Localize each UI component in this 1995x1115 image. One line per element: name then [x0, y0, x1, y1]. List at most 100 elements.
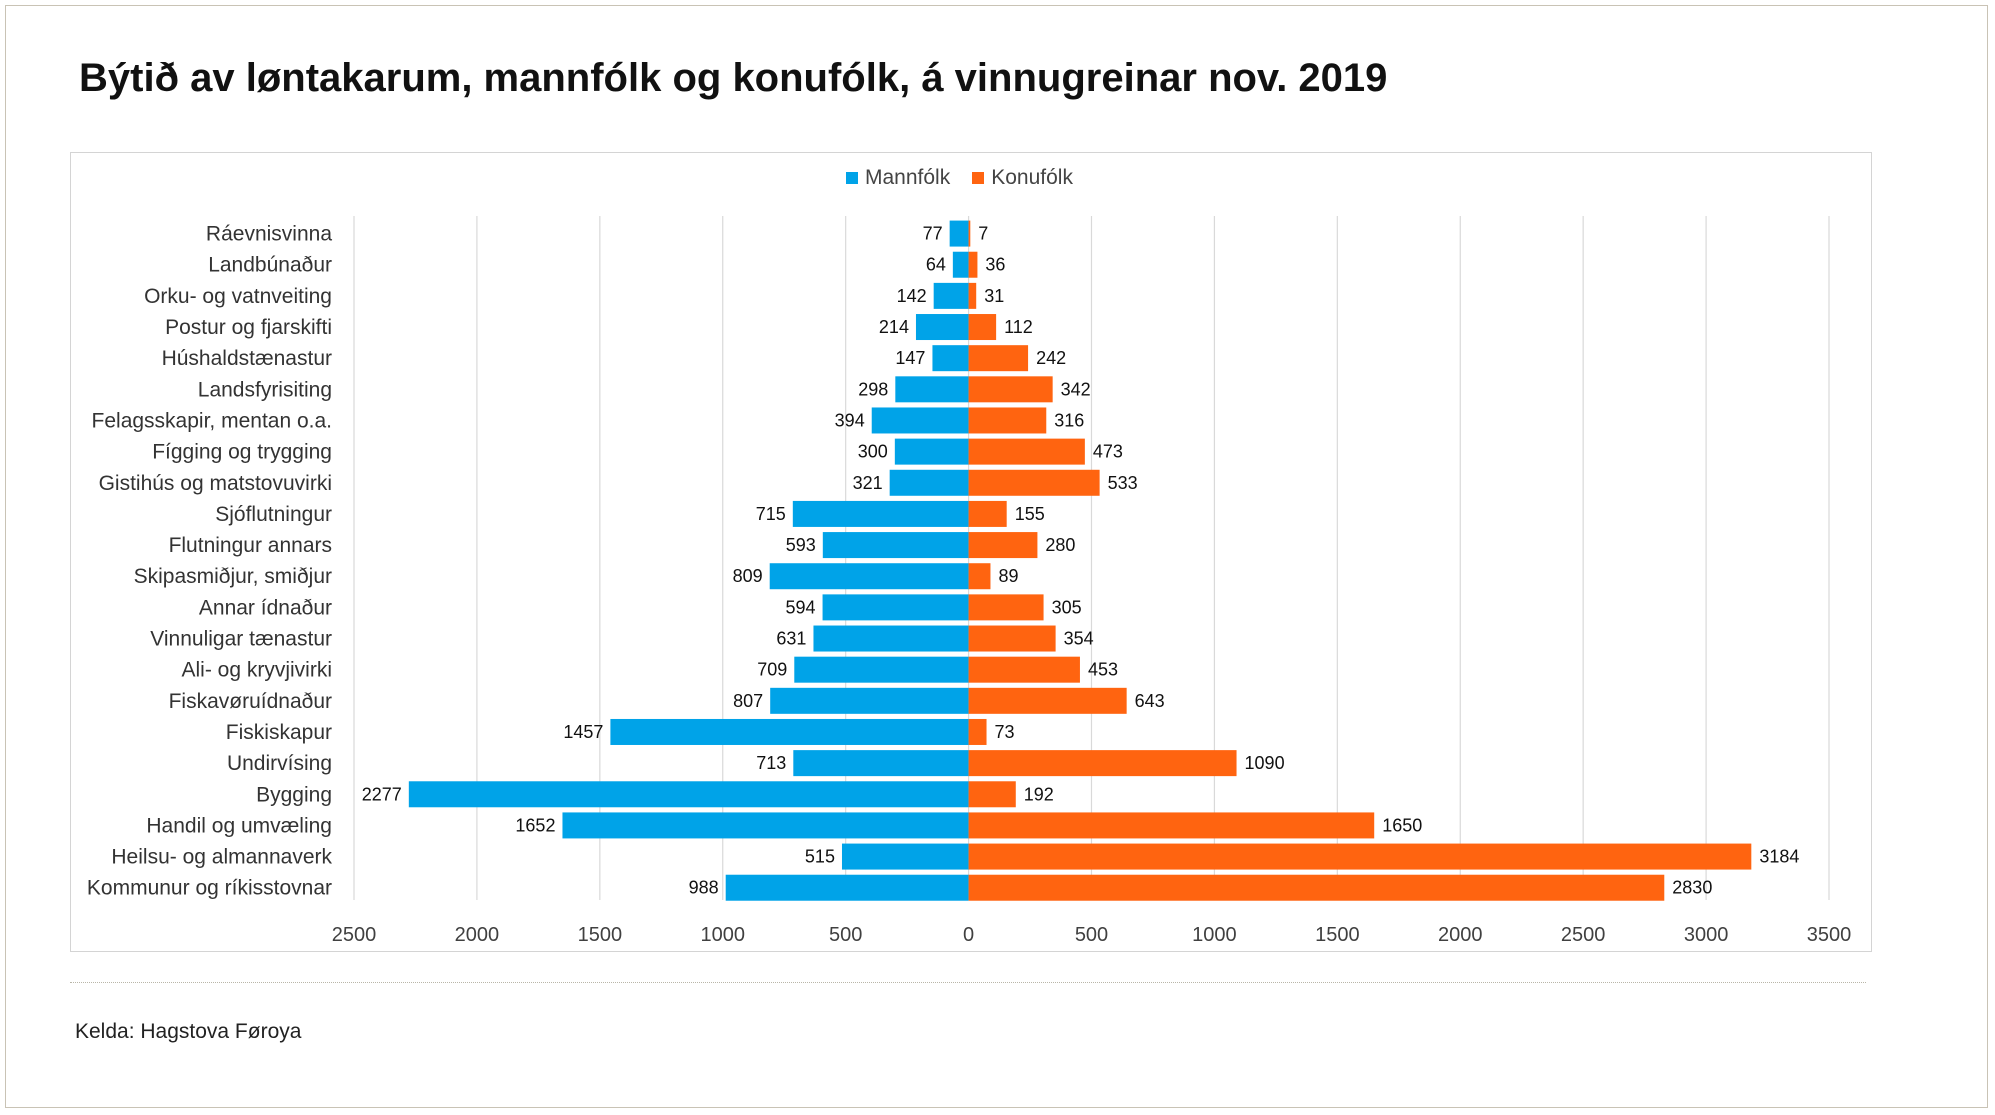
bar-female	[968, 251, 978, 278]
bar-female	[968, 314, 997, 341]
x-tick-label: 1000	[701, 924, 746, 946]
bar-male	[813, 625, 969, 652]
category-label: Felagsskapir, mentan o.a.	[92, 409, 332, 432]
data-label-female: 112	[1004, 317, 1033, 337]
data-label-male: 709	[757, 660, 787, 680]
bar-female	[968, 282, 977, 309]
data-label-female: 643	[1135, 691, 1165, 711]
category-label: Vinnuligar tænastur	[150, 628, 332, 651]
category-label: Ali- og kryvjivirki	[181, 659, 332, 682]
data-label-female: 36	[985, 255, 1005, 275]
data-label-female: 1090	[1245, 753, 1285, 773]
category-label: Handil og umvæling	[146, 814, 332, 837]
bar-male	[725, 874, 969, 901]
bar-female	[968, 687, 1127, 714]
bar-female	[968, 563, 991, 590]
category-label: Fígging og trygging	[152, 441, 332, 464]
data-label-female: 533	[1108, 473, 1138, 493]
category-label: Sjóflutningur	[215, 503, 332, 526]
category-label: Fiskavøruídnaður	[169, 690, 332, 713]
chart-title: Býtið av løntakarum, mannfólk og konufól…	[79, 56, 1388, 100]
data-label-male: 515	[805, 847, 835, 867]
x-tick-label: 3500	[1807, 924, 1852, 946]
legend-item-male: Mannfólk	[846, 166, 950, 190]
data-label-female: 280	[1045, 535, 1075, 555]
category-label: Heilsu- og almannaverk	[111, 846, 332, 869]
category-label: Bygging	[256, 783, 332, 806]
bar-female	[968, 874, 1665, 901]
x-tick-label: 3000	[1684, 924, 1729, 946]
category-label: Skipasmiðjur, smiðjur	[134, 565, 332, 588]
bar-female	[968, 625, 1056, 652]
legend-label-male: Mannfólk	[865, 166, 951, 189]
bar-female	[968, 500, 1007, 527]
data-label-male: 809	[733, 566, 763, 586]
category-label: Flutningur annars	[169, 534, 332, 557]
bar-female	[968, 812, 1375, 839]
data-label-male: 300	[858, 442, 888, 462]
data-label-female: 453	[1088, 660, 1118, 680]
data-label-female: 7	[978, 224, 988, 244]
bar-female	[968, 594, 1044, 621]
data-label-female: 73	[995, 722, 1015, 742]
bar-male	[841, 843, 969, 870]
bar-male	[792, 500, 969, 527]
data-label-male: 298	[858, 379, 888, 399]
bar-male	[932, 345, 969, 372]
data-label-male: 594	[786, 597, 816, 617]
bar-male	[794, 656, 969, 683]
data-label-female: 89	[998, 566, 1018, 586]
x-tick-label: 500	[1075, 924, 1108, 946]
legend: Mannfólk Konufólk	[846, 166, 1095, 190]
data-label-female: 354	[1064, 629, 1094, 649]
data-label-female: 1650	[1382, 815, 1422, 835]
bar-female	[968, 781, 1016, 808]
bar-male	[952, 251, 969, 278]
bar-male	[895, 376, 969, 403]
data-label-male: 321	[853, 473, 883, 493]
data-label-male: 1652	[515, 815, 555, 835]
x-tick-label: 0	[963, 924, 974, 946]
footer-divider	[70, 982, 1866, 983]
bar-male	[610, 718, 969, 745]
bar-female	[968, 843, 1752, 870]
bar-female	[968, 345, 1029, 372]
data-label-female: 316	[1054, 410, 1084, 430]
x-tick-label: 2000	[1438, 924, 1483, 946]
data-label-female: 242	[1036, 348, 1066, 368]
bar-male	[915, 314, 969, 341]
category-label: Landbúnaður	[208, 254, 332, 277]
bar-male	[770, 687, 969, 714]
bar-female	[968, 376, 1053, 403]
data-label-male: 2277	[362, 784, 402, 804]
category-label: Gistihús og matstovuvirki	[99, 472, 332, 495]
bar-female	[968, 220, 971, 247]
data-label-male: 988	[689, 878, 719, 898]
bar-female	[968, 656, 1080, 683]
bar-female	[968, 407, 1047, 434]
data-label-female: 155	[1015, 504, 1045, 524]
data-label-male: 715	[756, 504, 786, 524]
data-label-female: 473	[1093, 442, 1123, 462]
bar-male	[889, 469, 969, 496]
data-label-female: 31	[984, 286, 1004, 306]
x-tick-label: 2500	[1561, 924, 1606, 946]
bar-female	[968, 469, 1100, 496]
category-label: Postur og fjarskifti	[165, 316, 332, 339]
bar-female	[968, 750, 1237, 777]
data-label-female: 3184	[1759, 847, 1799, 867]
category-label: Undirvísing	[227, 752, 332, 775]
data-label-male: 713	[756, 753, 786, 773]
category-label: Húshaldstænastur	[162, 347, 332, 370]
x-tick-label: 2500	[332, 924, 377, 946]
data-label-female: 2830	[1672, 878, 1712, 898]
bar-male	[822, 594, 969, 621]
category-label: Annar ídnaður	[199, 596, 332, 619]
x-tick-label: 1000	[1192, 924, 1237, 946]
bar-male	[408, 781, 969, 808]
bar-female	[968, 718, 987, 745]
data-label-male: 214	[879, 317, 909, 337]
x-tick-label: 500	[829, 924, 862, 946]
x-tick-label: 1500	[1315, 924, 1360, 946]
data-label-male: 394	[835, 410, 865, 430]
